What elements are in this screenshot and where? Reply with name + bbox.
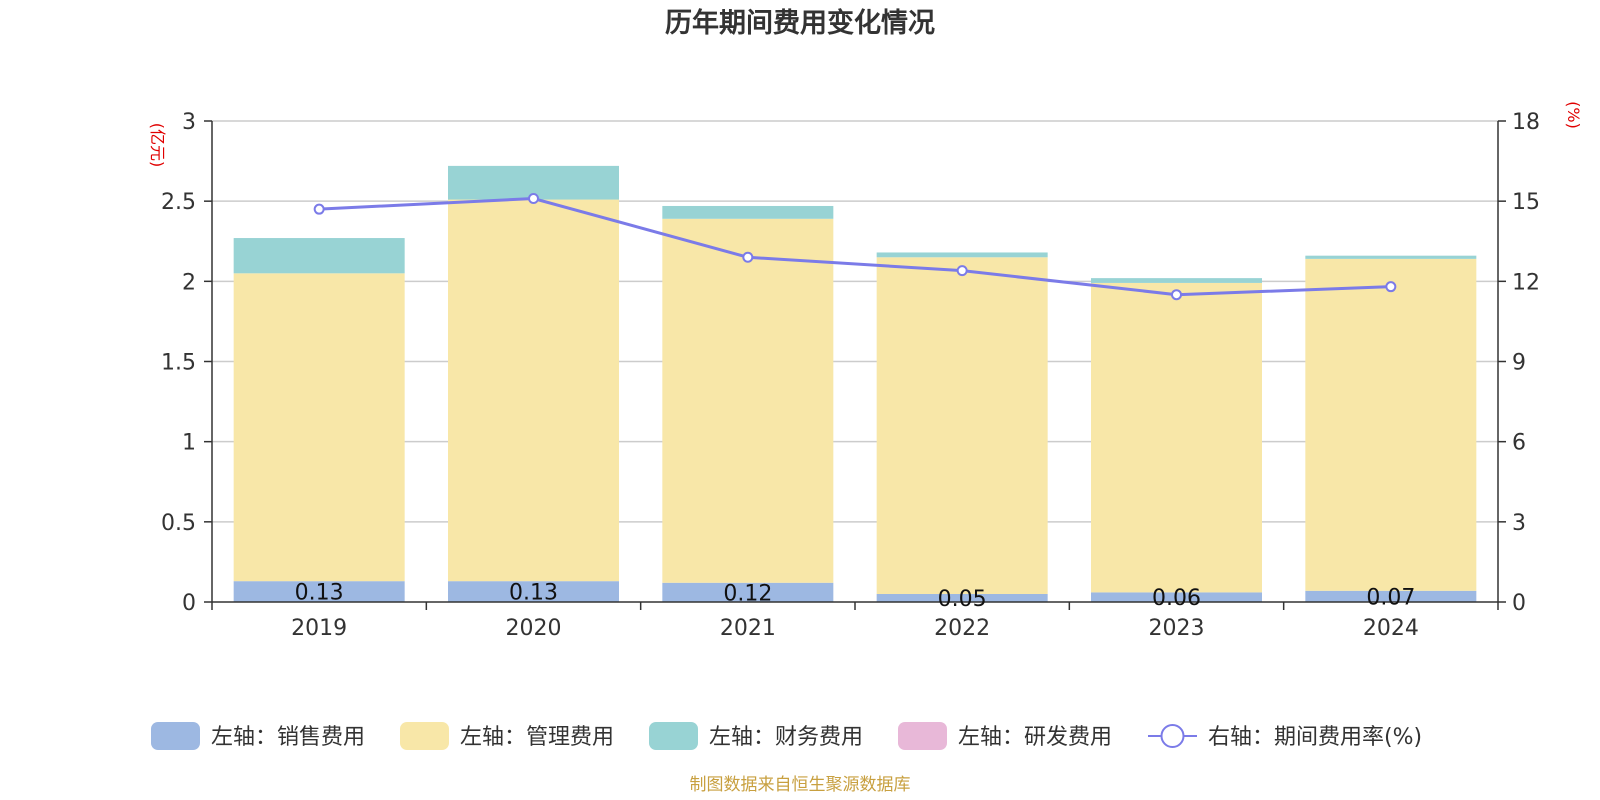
bar-左轴：财务费用-2021 xyxy=(662,205,834,219)
right-tick-label: 12 xyxy=(1512,270,1540,295)
bar-左轴：销售费用-2024 xyxy=(1305,590,1477,602)
bar-左轴：财务费用-2024 xyxy=(1305,255,1477,259)
rate-line-path xyxy=(319,196,1391,297)
bar-左轴：管理费用-2023 xyxy=(1091,282,1262,593)
right-tick-label: 9 xyxy=(1512,351,1526,376)
bar-左轴：销售费用-2023 xyxy=(1091,592,1262,602)
left-tick-label: 0.5 xyxy=(161,511,196,536)
x-tick-label: 2023 xyxy=(1149,616,1205,641)
bar-左轴：财务费用-2022 xyxy=(876,252,1048,258)
gridlines xyxy=(212,120,1498,523)
data-label-2019: 0.13 xyxy=(295,581,344,606)
legend-label-1: 左轴：管理费用 xyxy=(460,725,614,750)
right-tick-label: 18 xyxy=(1512,110,1540,135)
right-tick-label: 0 xyxy=(1512,591,1526,616)
axes: 0 0.5 1 1.5 2 2.5 3 0 3 6 9 12 15 18 2019 2020 2021 2022 2… xyxy=(161,110,1540,641)
bar-左轴：销售费用-2021 xyxy=(662,582,834,602)
source-note: 制图数据来自恒生聚源数据库 xyxy=(690,775,911,795)
bar-左轴：财务费用-2023 xyxy=(1091,278,1262,283)
data-label-2024: 0.07 xyxy=(1366,585,1415,610)
legend-label-0: 左轴：销售费用 xyxy=(211,725,365,750)
bar-左轴：财务费用-2019 xyxy=(233,238,405,274)
rate-point-2022 xyxy=(956,265,968,277)
rate-point-2023 xyxy=(1171,289,1182,301)
data-labels: 0.13 0.13 0.12 0.05 0.06 0.07 xyxy=(295,581,1416,612)
chart-title: 历年期间费用变化情况 xyxy=(665,7,935,39)
legend-swatch-0 xyxy=(151,722,200,750)
bar-左轴：管理费用-2021 xyxy=(662,218,834,583)
right-tick-label: 15 xyxy=(1512,190,1540,215)
legend-label-2: 左轴：财务费用 xyxy=(709,725,863,750)
rate-point-2020 xyxy=(528,192,539,204)
rate-point-2024 xyxy=(1385,281,1397,293)
left-axis-unit: (亿元) xyxy=(148,123,167,168)
left-tick-label: 1 xyxy=(182,431,196,456)
data-label-2022: 0.05 xyxy=(938,587,987,612)
legend: 左轴：销售费用 左轴：管理费用 左轴：财务费用 左轴：研发费用 右轴：期间费用率(%) xyxy=(151,722,1422,750)
left-tick-label: 1.5 xyxy=(161,351,196,376)
left-tick-label: 2.5 xyxy=(161,190,196,215)
bar-左轴：销售费用-2019 xyxy=(233,581,405,602)
bar-左轴：销售费用-2020 xyxy=(448,581,619,602)
x-tick-label: 2020 xyxy=(506,616,562,641)
x-tick-label: 2024 xyxy=(1363,616,1419,641)
legend-label-3: 左轴：研发费用 xyxy=(958,725,1112,750)
bar-左轴：管理费用-2020 xyxy=(448,199,619,582)
rate-point-2021 xyxy=(742,251,754,263)
right-tick-label: 3 xyxy=(1512,511,1526,536)
right-tick-label: 6 xyxy=(1512,431,1526,456)
bar-左轴：管理费用-2019 xyxy=(233,273,405,582)
left-tick-label: 0 xyxy=(182,591,196,616)
data-label-2020: 0.13 xyxy=(509,581,558,606)
legend-label-4: 右轴：期间费用率(%) xyxy=(1208,725,1422,750)
bar-左轴：管理费用-2024 xyxy=(1305,258,1477,591)
x-tick-label: 2019 xyxy=(291,616,347,641)
x-tick-label: 2021 xyxy=(720,616,776,641)
rate-point-2019 xyxy=(313,203,325,215)
left-tick-label: 3 xyxy=(182,110,196,135)
data-label-2023: 0.06 xyxy=(1152,586,1201,611)
data-label-2021: 0.12 xyxy=(723,581,772,606)
legend-swatch-2 xyxy=(649,722,698,750)
rate-line xyxy=(313,192,1397,301)
bar-左轴：管理费用-2022 xyxy=(876,257,1048,594)
x-tick-label: 2022 xyxy=(934,616,990,641)
left-tick-label: 2 xyxy=(182,270,196,295)
legend-swatch-3 xyxy=(898,722,947,750)
bars xyxy=(233,165,1477,602)
bar-左轴：销售费用-2022 xyxy=(876,593,1048,602)
right-axis-unit: (%) xyxy=(1564,101,1583,129)
legend-marker-4 xyxy=(1160,724,1185,748)
legend-swatch-1 xyxy=(400,722,449,750)
